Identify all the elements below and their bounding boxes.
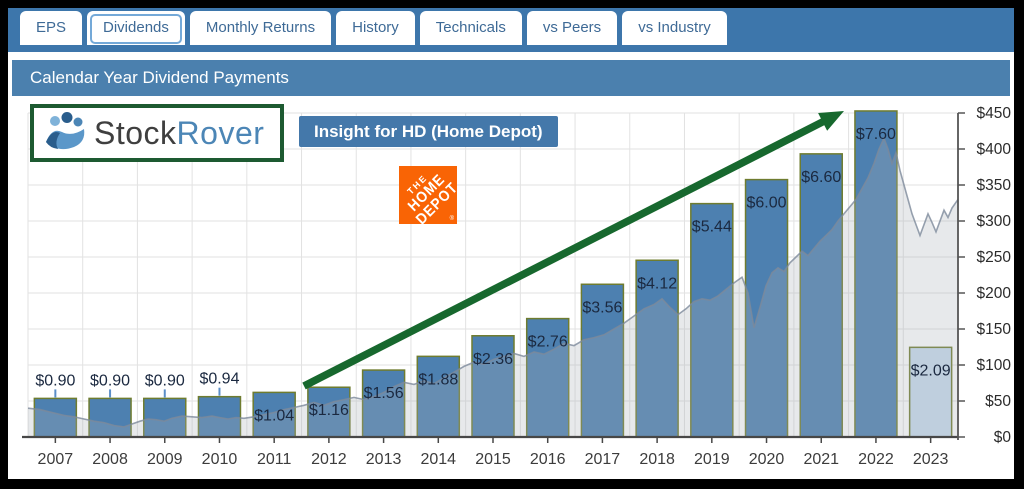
year-label-2017: 2017 bbox=[585, 451, 621, 468]
insight-badge: Insight for HD (Home Depot) bbox=[299, 116, 558, 147]
bar-label-2021: $6.60 bbox=[801, 169, 841, 186]
price-tick-100: $100 bbox=[977, 357, 1012, 374]
year-label-2021: 2021 bbox=[803, 451, 839, 468]
year-label-2020: 2020 bbox=[749, 451, 785, 468]
tab-monthly-returns[interactable]: Monthly Returns bbox=[189, 11, 332, 45]
stockrover-wordmark: StockRover bbox=[94, 114, 265, 151]
section-header: Calendar Year Dividend Payments bbox=[12, 60, 1010, 96]
tab-technicals[interactable]: Technicals bbox=[419, 11, 522, 45]
bar-label-2014: $1.88 bbox=[418, 371, 458, 388]
year-label-2013: 2013 bbox=[366, 451, 402, 468]
tab-bar: EPS Dividends Monthly Returns History Techni… bbox=[8, 8, 1014, 52]
bar-label-2017: $3.56 bbox=[582, 299, 622, 316]
y-axis-right: $0 $50 $100 $150 $200 $250 $300 $350 $400 $450 bbox=[957, 105, 1012, 446]
year-label-2022: 2022 bbox=[858, 451, 894, 468]
year-label-2007: 2007 bbox=[38, 451, 74, 468]
bar-2014 bbox=[416, 355, 461, 438]
bar-2015 bbox=[471, 335, 515, 438]
tab-history[interactable]: History bbox=[336, 11, 415, 45]
bar-label-2010: $0.94 bbox=[199, 371, 239, 388]
price-tick-350: $350 bbox=[977, 177, 1012, 194]
year-label-2014: 2014 bbox=[420, 451, 456, 468]
year-label-2023: 2023 bbox=[913, 451, 949, 468]
bar-label-2009: $0.90 bbox=[145, 372, 185, 389]
year-label-2018: 2018 bbox=[639, 451, 675, 468]
bar-label-2023: $2.09 bbox=[911, 362, 951, 379]
price-tick-300: $300 bbox=[977, 213, 1012, 230]
chart-canvas: $0.90 $0.90 $0.90 $0.94 $1.04 $1.16 $1.56 $1.88… bbox=[22, 105, 1012, 468]
year-label-2011: 2011 bbox=[257, 451, 292, 468]
bar-label-2007: $0.90 bbox=[35, 372, 75, 389]
dividend-chart: $0.90 $0.90 $0.90 $0.94 $1.04 $1.16 $1.56 $1.88… bbox=[8, 96, 1014, 479]
price-tick-0: $0 bbox=[994, 429, 1012, 446]
price-tick-450: $450 bbox=[977, 105, 1012, 122]
year-label-2012: 2012 bbox=[311, 451, 347, 468]
bar-label-2008: $0.90 bbox=[90, 372, 130, 389]
section-header-title: Calendar Year Dividend Payments bbox=[30, 68, 289, 87]
bar-value-labels: $0.90 $0.90 $0.90 $0.94 $1.04 $1.16 $1.56 $1.88… bbox=[35, 126, 950, 424]
bar-label-2012: $1.16 bbox=[309, 402, 349, 419]
year-label-2015: 2015 bbox=[475, 451, 511, 468]
bar-2008 bbox=[88, 397, 132, 438]
stock-price-area bbox=[27, 136, 959, 437]
year-label-2008: 2008 bbox=[92, 451, 128, 468]
price-tick-200: $200 bbox=[977, 285, 1012, 302]
year-label-2019: 2019 bbox=[694, 451, 730, 468]
bar-label-2018: $4.12 bbox=[637, 275, 677, 292]
bar-2022 bbox=[854, 110, 898, 438]
tab-vs-peers[interactable]: vs Peers bbox=[526, 11, 618, 45]
bar-label-2019: $5.44 bbox=[692, 219, 732, 236]
price-tick-150: $150 bbox=[977, 321, 1012, 338]
bar-2018 bbox=[635, 259, 679, 438]
tab-eps[interactable]: EPS bbox=[20, 11, 83, 45]
paw-icon bbox=[46, 112, 85, 150]
bar-2019 bbox=[690, 202, 734, 438]
tab-vs-industry[interactable]: vs Industry bbox=[622, 11, 727, 45]
price-tick-250: $250 bbox=[977, 249, 1012, 266]
price-tick-50: $50 bbox=[985, 393, 1011, 410]
x-axis: 2007 2008 2009 2010 2011 2012 2013 2014 2015 2016… bbox=[22, 435, 958, 468]
year-label-2016: 2016 bbox=[530, 451, 566, 468]
year-label-2010: 2010 bbox=[202, 451, 238, 468]
gridlines bbox=[27, 112, 959, 437]
bar-2009 bbox=[143, 397, 187, 438]
bar-label-2015: $2.36 bbox=[473, 351, 513, 368]
bar-2012 bbox=[307, 386, 351, 438]
bar-label-2020: $6.00 bbox=[747, 195, 787, 212]
bar-label-2022: $7.60 bbox=[856, 126, 896, 143]
bar-label-2013: $1.56 bbox=[364, 385, 404, 402]
price-tick-400: $400 bbox=[977, 141, 1012, 158]
bar-2013 bbox=[361, 369, 406, 438]
bar-label-2016: $2.76 bbox=[528, 334, 568, 351]
tab-dividends[interactable]: Dividends bbox=[87, 11, 185, 45]
insight-panel: EPS Dividends Monthly Returns History Techni… bbox=[8, 8, 1014, 479]
stockrover-logo: StockRover bbox=[30, 104, 284, 162]
trend-arrow bbox=[302, 111, 844, 390]
year-label-2009: 2009 bbox=[147, 451, 183, 468]
bar-label-2011: $1.04 bbox=[254, 407, 294, 424]
home-depot-logo: THE HOME DEPOT ® bbox=[399, 166, 457, 224]
